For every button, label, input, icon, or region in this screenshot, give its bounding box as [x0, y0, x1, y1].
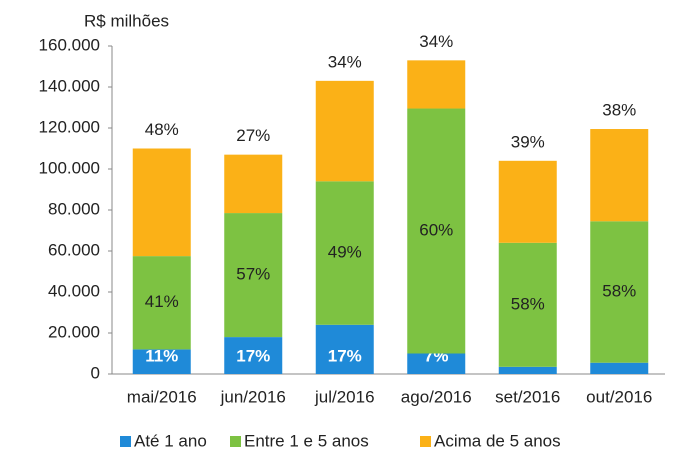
y-axis-label: R$ milhões	[84, 11, 169, 30]
bar-segment	[132, 256, 191, 350]
legend-swatch	[120, 436, 131, 447]
bar-segment	[315, 80, 374, 182]
bar-segment	[590, 129, 649, 222]
legend-label: Entre 1 e 5 anos	[244, 431, 369, 450]
bar-segment	[224, 213, 283, 338]
x-tick-label: out/2016	[586, 387, 652, 406]
x-tick-label: jul/2016	[314, 387, 375, 406]
bar-segment	[407, 60, 466, 109]
share-label: 49%	[328, 243, 362, 262]
bar-segment	[407, 353, 466, 374]
share-label: 17%	[236, 346, 270, 365]
share-label: 11%	[145, 346, 178, 365]
y-tick-label: 40.000	[48, 281, 100, 300]
bar-segment	[590, 362, 649, 374]
share-label: 58%	[602, 281, 636, 300]
bar-segment	[498, 242, 557, 367]
share-label: 39%	[511, 132, 545, 151]
share-label: 17%	[328, 346, 362, 365]
y-tick-label: 120.000	[39, 117, 100, 136]
legend-swatch	[420, 436, 431, 447]
share-label: 34%	[419, 32, 453, 51]
bar-segment	[132, 148, 191, 257]
bar-segment	[132, 349, 191, 374]
bar-segment	[224, 337, 283, 374]
share-label: 27%	[236, 126, 270, 145]
share-label: 48%	[145, 120, 179, 139]
bar-segment	[590, 221, 649, 363]
y-tick-label: 100.000	[39, 158, 100, 177]
share-label: 57%	[236, 265, 270, 284]
x-tick-label: mai/2016	[127, 387, 197, 406]
y-tick-label: 160.000	[39, 35, 100, 54]
x-tick-label: set/2016	[495, 387, 560, 406]
share-label: 41%	[145, 292, 179, 311]
y-tick-label: 60.000	[48, 240, 100, 259]
x-tick-label: jun/2016	[220, 387, 286, 406]
legend-label: Acima de 5 anos	[434, 431, 561, 450]
legend-swatch	[230, 436, 241, 447]
bar-segment	[315, 181, 374, 325]
x-tick-label: ago/2016	[401, 387, 472, 406]
bar-segment	[498, 366, 557, 374]
share-label: 60%	[419, 220, 453, 239]
bar-segment	[315, 324, 374, 374]
y-tick-label: 80.000	[48, 199, 100, 218]
y-tick-label: 140.000	[39, 76, 100, 95]
bar-segment	[224, 154, 283, 214]
share-label: 58%	[511, 294, 545, 313]
y-tick-label: 0	[91, 363, 100, 382]
share-label: 34%	[328, 52, 362, 71]
bar-segment	[407, 108, 466, 354]
legend-label: Até 1 ano	[134, 431, 207, 450]
share-label: 38%	[602, 101, 636, 120]
y-tick-label: 20.000	[48, 322, 100, 341]
bar-segment	[498, 160, 557, 243]
